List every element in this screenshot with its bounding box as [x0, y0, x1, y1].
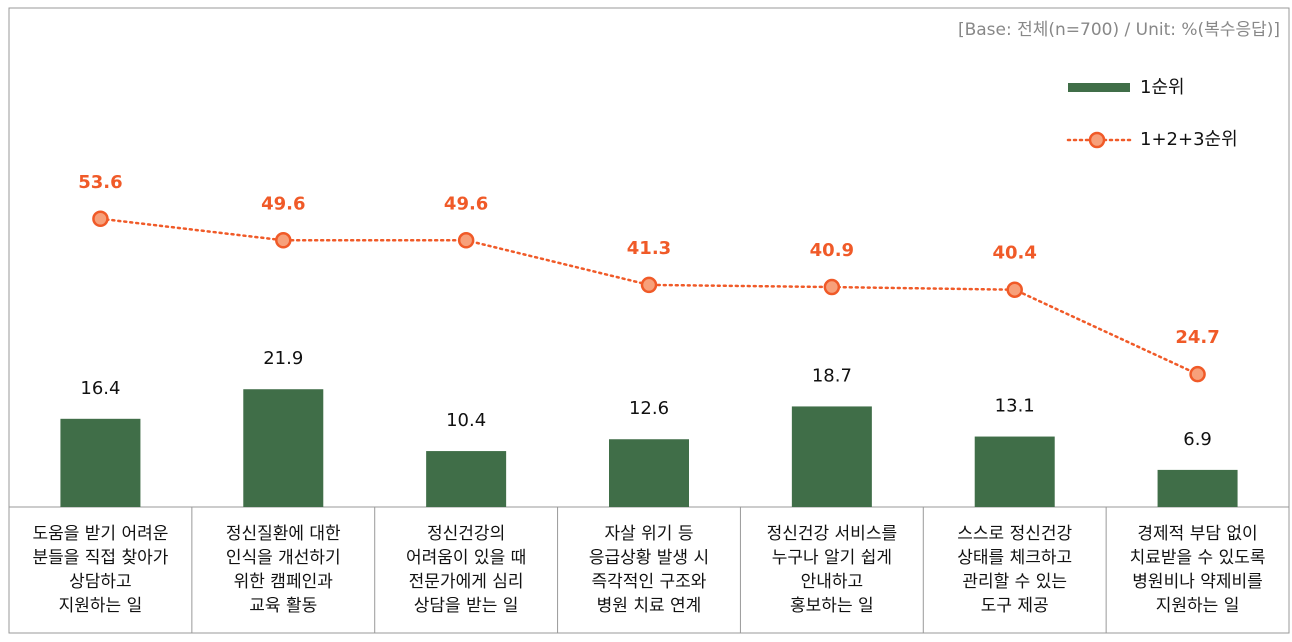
category-label: 정신건강 서비스를 누구나 알기 쉽게 안내하고 홍보하는 일: [766, 524, 898, 616]
line-marker: [457, 232, 475, 249]
bar-value-label: 6.9: [1183, 429, 1212, 450]
line-marker: [1189, 365, 1206, 383]
legend-label: 1순위: [1140, 77, 1185, 98]
bar-value-label: 12.6: [629, 398, 669, 419]
note: [Base: 전체(n=700) / Unit: %(복수응답)]: [958, 20, 1280, 40]
line-marker: [1006, 281, 1023, 298]
bar-value-label: 10.4: [446, 410, 486, 431]
bar: [791, 406, 872, 507]
legend-label: 1+2+3순위: [1140, 129, 1238, 150]
legend-swatch: [1068, 83, 1130, 92]
line-value-label: 49.6: [444, 193, 488, 214]
line-value-label: 41.3: [627, 238, 671, 259]
bar: [1157, 469, 1238, 507]
bar-value-label: 18.7: [812, 365, 852, 386]
line-value-label: 49.6: [261, 193, 305, 214]
category-label: 경제적 부담 없이 치료받을 수 있도록 병원비나 약제비를 지원하는 일: [1129, 524, 1266, 616]
line-value-label: 53.6: [78, 172, 122, 193]
line-marker: [275, 232, 292, 249]
frame: [8, 7, 1290, 634]
line-value-label: 24.7: [1175, 327, 1219, 348]
bar: [609, 439, 689, 507]
line-value-label: 40.4: [993, 243, 1037, 264]
bar-value-label: 21.9: [263, 348, 303, 369]
category-label: 스스로 정신건강 상태를 체크하고 관리할 수 있는 도구 제공: [957, 524, 1073, 616]
bar-value-label: 13.1: [995, 396, 1035, 417]
bar: [243, 389, 324, 507]
category-label: 정신건강의 어려움이 있을 때 전문가에게 심리 상담을 받는 일: [405, 524, 527, 616]
line-marker: [92, 210, 109, 228]
category-label: 자살 위기 등 응급상황 발생 시 즉각적인 구조와 병원 치료 연계: [588, 524, 710, 616]
bar: [60, 418, 141, 507]
bar: [974, 436, 1055, 507]
legend-marker: [1088, 131, 1106, 149]
line-marker: [640, 276, 658, 294]
category-label: 도움을 받기 어려운 분들을 직접 찾아가 상담하고 지원하는 일: [32, 524, 169, 616]
bar: [426, 451, 507, 507]
bar-value-label: 16.4: [80, 378, 120, 399]
line-marker: [823, 278, 841, 296]
category-label: 정신질환에 대한 인식을 개선하기 위한 캠페인과 교육 활동: [225, 524, 341, 616]
line-value-label: 40.9: [810, 240, 854, 261]
